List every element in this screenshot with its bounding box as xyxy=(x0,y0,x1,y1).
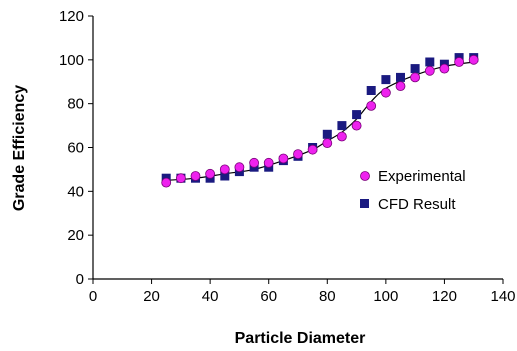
x-axis-title: Particle Diameter xyxy=(235,330,366,347)
x-tick-label: 100 xyxy=(373,288,398,305)
legend: Experimental CFD Result xyxy=(360,168,466,213)
data-marks xyxy=(161,53,479,188)
experimental-point xyxy=(219,164,230,175)
experimental-point xyxy=(322,138,333,149)
experimental-point xyxy=(249,157,260,168)
y-tick-label: 80 xyxy=(67,96,84,113)
legend-label-cfd-result: CFD Result xyxy=(378,196,456,213)
y-tick-label: 20 xyxy=(67,227,84,244)
legend-marker-cfd-result xyxy=(360,199,369,208)
y-tick-label: 40 xyxy=(67,183,84,200)
experimental-point xyxy=(380,87,391,98)
experimental-point xyxy=(190,171,201,181)
experimental-point xyxy=(395,81,406,91)
cfd-result-point xyxy=(337,121,347,131)
x-tick-label: 40 xyxy=(202,288,219,305)
experimental-point xyxy=(366,101,377,111)
experimental-point xyxy=(205,168,216,179)
x-tick-label: 20 xyxy=(143,288,160,305)
x-tick-label: 140 xyxy=(490,288,515,305)
experimental-point xyxy=(263,157,274,168)
cfd-result-point xyxy=(425,57,435,67)
x-tick-label: 80 xyxy=(319,288,336,305)
y-axis-title: Grade Efficiency xyxy=(11,85,28,211)
experimental-point xyxy=(439,63,450,74)
experimental-point xyxy=(175,173,186,184)
x-tick-label: 120 xyxy=(432,288,457,305)
experimental-point xyxy=(336,131,347,142)
experimental-point xyxy=(307,144,318,155)
y-tick-label: 60 xyxy=(67,140,84,157)
fit-curve-line xyxy=(166,61,474,181)
experimental-point xyxy=(424,65,435,76)
y-tick-label: 100 xyxy=(59,52,84,69)
cfd-result-point xyxy=(366,86,376,95)
legend-marker-experimental xyxy=(360,171,370,181)
experimental-point xyxy=(234,162,245,173)
experimental-point xyxy=(351,120,362,131)
cfd-result-point xyxy=(396,72,405,82)
axes: 0 20 40 60 80 100 120 0 20 40 60 80 100 120 140 xyxy=(59,8,516,305)
experimental-point xyxy=(454,57,465,67)
cfd-result-point xyxy=(352,110,362,120)
experimental-point xyxy=(410,72,421,83)
cfd-result-point xyxy=(410,64,420,74)
y-tick-label: 0 xyxy=(76,271,84,288)
experimental-point xyxy=(278,153,289,164)
fit-curve xyxy=(166,61,474,181)
y-tick-label: 120 xyxy=(59,8,84,25)
experimental-point xyxy=(161,177,172,188)
x-tick-label: 60 xyxy=(260,288,277,305)
experimental-point xyxy=(293,149,303,160)
x-tick-label: 0 xyxy=(89,288,97,305)
experimental-point xyxy=(468,54,479,65)
cfd-result-point xyxy=(381,75,391,85)
legend-label-experimental: Experimental xyxy=(378,168,466,185)
cfd-result-point xyxy=(220,171,230,181)
cfd-result-point xyxy=(322,129,332,139)
